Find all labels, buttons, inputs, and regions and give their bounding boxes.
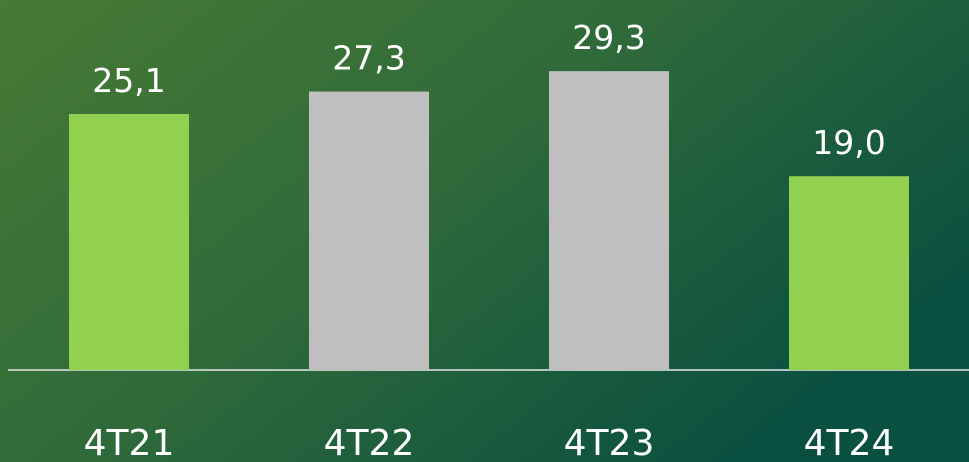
x-tick-label: 4T22 [324,423,415,462]
value-label: 29,3 [572,18,645,57]
bar [309,91,429,370]
x-tick-label: 4T21 [84,423,175,462]
value-label: 27,3 [332,39,405,78]
value-label: 25,1 [92,61,165,100]
x-tick-label: 4T24 [804,423,895,462]
bar [549,71,669,370]
value-label: 19,0 [812,123,885,162]
bar [69,113,189,370]
x-tick-label: 4T23 [564,423,655,462]
bar [789,176,909,370]
